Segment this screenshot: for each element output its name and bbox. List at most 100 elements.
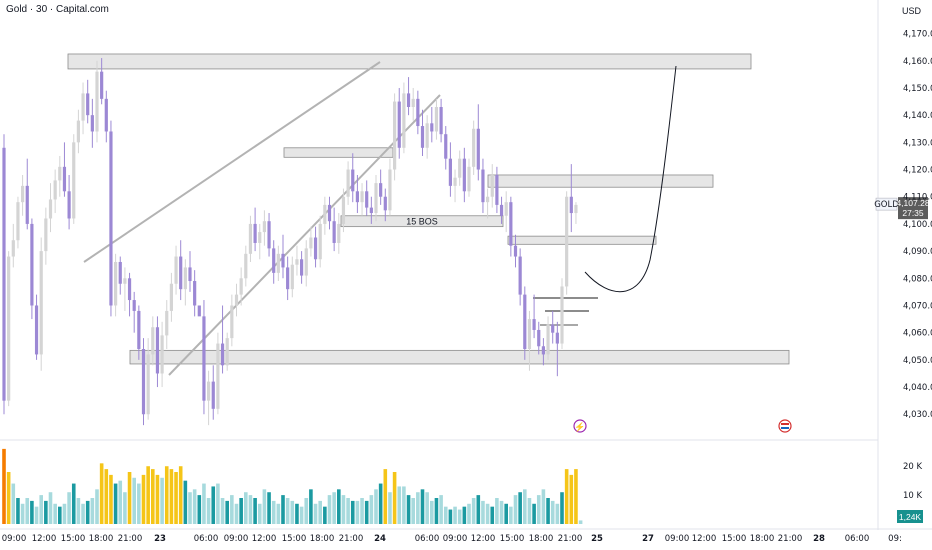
candle-body (225, 338, 229, 366)
volume-bar (290, 500, 295, 524)
volume-bar (560, 492, 564, 524)
volume-bar (99, 463, 104, 524)
candle-body (448, 158, 452, 186)
volume-bar (16, 498, 20, 524)
candle-body (300, 259, 304, 276)
volume-bar (411, 498, 415, 524)
volume-bar (234, 503, 239, 524)
candle-body (253, 223, 257, 243)
volume-bar (388, 492, 392, 524)
volume-bar (44, 500, 48, 524)
candle-body (76, 120, 80, 143)
volume-bar (178, 466, 183, 524)
candle-body (197, 305, 201, 317)
volume-bar (430, 500, 434, 524)
candle-body (327, 204, 332, 222)
candle-body (290, 264, 294, 290)
candle-body (151, 327, 155, 355)
volume-bar (109, 474, 113, 524)
volume-bar (397, 486, 402, 524)
volume-bar (369, 495, 374, 524)
time-tick-label: 18:00 (750, 534, 775, 544)
time-tick-label: 12:00 (471, 534, 496, 544)
candle-body (2, 147, 6, 401)
volume-bar (197, 495, 202, 524)
candle-body (193, 281, 197, 306)
candle-body (397, 101, 401, 148)
candle-body (132, 300, 136, 311)
volume-bar (104, 469, 109, 524)
volume-bar (299, 506, 304, 524)
candle-body (127, 278, 132, 301)
volume-bar (262, 489, 267, 524)
candle-body (546, 324, 550, 355)
candle-body (565, 196, 569, 287)
volume-bar (490, 506, 495, 524)
candle-body (48, 199, 53, 219)
candle-body (332, 221, 336, 243)
price-tick-label: 4,090.00 (903, 247, 932, 257)
candle-body (295, 259, 299, 265)
candle-body (523, 294, 527, 349)
candle-body (481, 169, 485, 203)
volume-bar (6, 472, 11, 524)
volume-bar (564, 469, 569, 524)
candle-body (146, 354, 150, 415)
candle-body (258, 232, 262, 243)
time-tick-label: 18:00 (529, 534, 554, 544)
candle-body (62, 166, 67, 192)
candle-body (518, 256, 522, 295)
candle-body (67, 191, 71, 219)
flag-stripe (781, 427, 789, 429)
volume-bar (416, 492, 420, 524)
candle-body (346, 169, 350, 197)
volume-bar (85, 500, 90, 524)
candle-body (174, 256, 178, 284)
price-axis: 4,030.00 4,040.00 4,050.00 4,060.00 4,070.00… (903, 30, 932, 421)
volume-tick-label: 10 K (903, 491, 923, 501)
volume-bar (578, 520, 583, 524)
symbol-tag (875, 197, 898, 211)
time-tick-label: 12:00 (32, 534, 57, 544)
candle-body (420, 126, 425, 148)
volume-bar (225, 500, 229, 524)
time-tick-label: 12:00 (252, 534, 277, 544)
candle-body (532, 319, 536, 330)
last-price-tag (898, 197, 928, 220)
candle-body (462, 158, 466, 192)
candle-body (318, 223, 322, 260)
countdown-label: 27:35 (902, 208, 924, 218)
time-tick-label: 18:00 (310, 534, 335, 544)
volume-bar (216, 483, 220, 524)
volume-bar (285, 498, 290, 524)
flag-stripe (781, 423, 789, 425)
volume-bar (323, 506, 327, 524)
price-zone (487, 174, 714, 188)
volume-bar (169, 469, 174, 524)
volume-bar (360, 498, 364, 524)
candle-body (244, 253, 248, 279)
volume-bar (518, 492, 522, 524)
candle-body (230, 305, 234, 339)
candle-body (234, 294, 239, 306)
candle-body (281, 253, 285, 268)
volume-bar (532, 503, 536, 524)
volume-bar (420, 489, 425, 524)
volume-bar (327, 495, 332, 524)
volume-bar (467, 503, 471, 524)
volume-bar (127, 472, 132, 524)
volume-bar (71, 483, 76, 524)
candle-body (393, 101, 397, 170)
candle-body (58, 166, 62, 181)
volume-bar (504, 503, 508, 524)
candle-body (453, 177, 457, 186)
volume-bar (304, 498, 309, 524)
candle-body (365, 191, 369, 208)
candle-body (183, 267, 187, 290)
candle-body (248, 223, 253, 254)
candle-body (39, 251, 43, 355)
volume-bar (495, 498, 499, 524)
candle-body (383, 196, 387, 211)
